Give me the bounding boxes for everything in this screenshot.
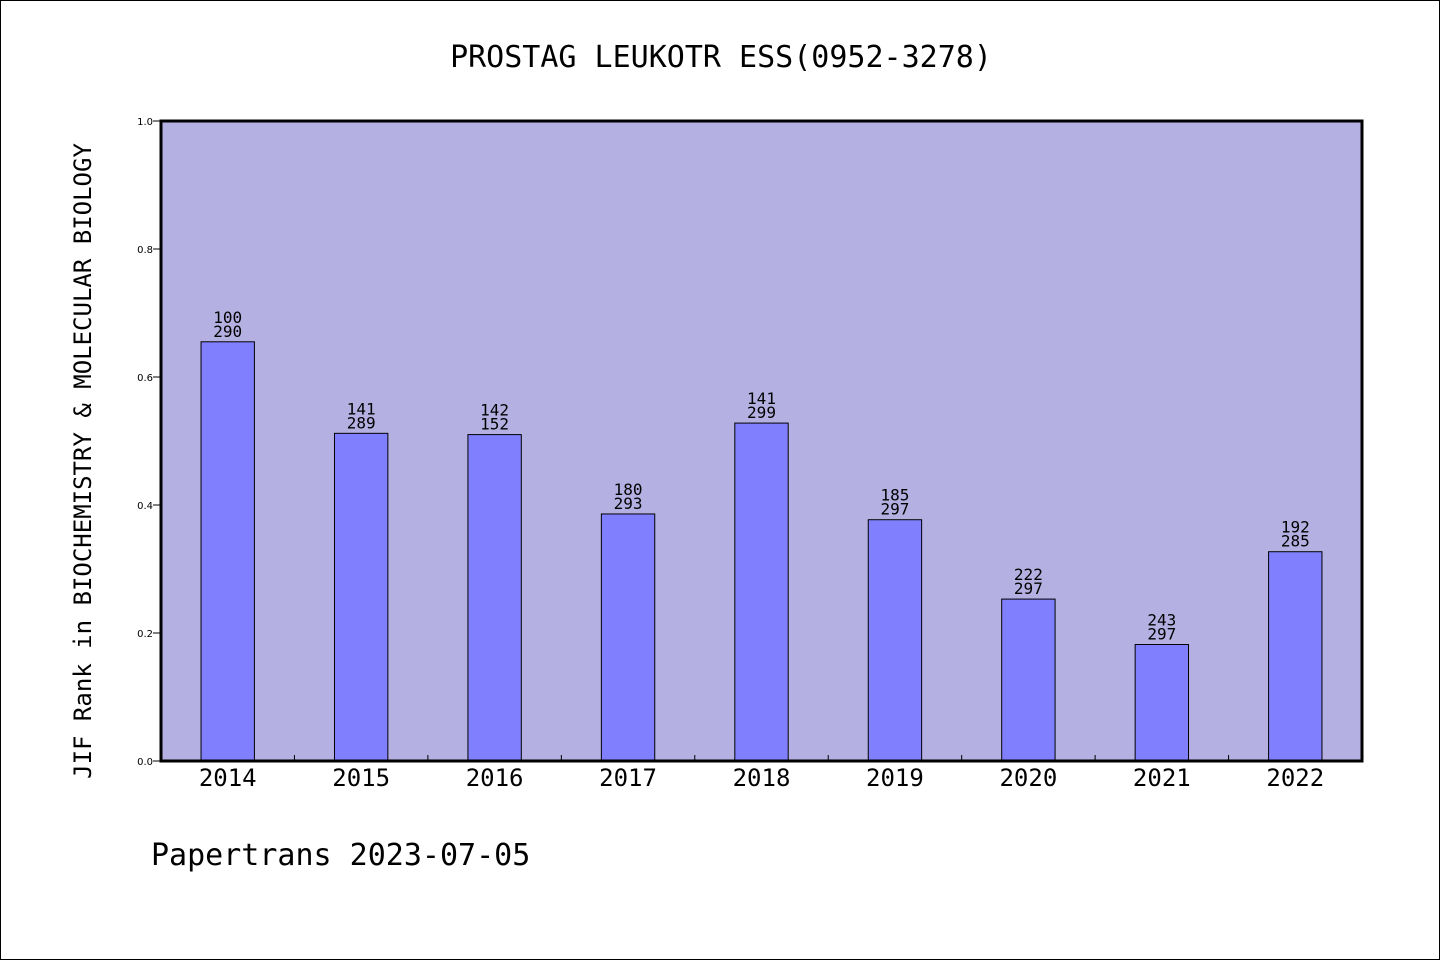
x-tick-label: 2017 xyxy=(599,764,657,792)
y-tick-label: 0.4 xyxy=(137,501,153,512)
bar-2020 xyxy=(1001,598,1056,762)
bar-rank-label: 180 xyxy=(614,480,643,499)
bar-2021 xyxy=(1134,644,1190,762)
bar-rank-label: 243 xyxy=(1147,611,1176,630)
bar-2015 xyxy=(333,432,389,762)
chart-title: PROSTAG LEUKOTR ESS(0952-3278) xyxy=(450,40,992,75)
y-tick-label: 0.2 xyxy=(137,629,153,640)
bar-total-label: 152 xyxy=(480,415,509,434)
x-tick-label: 2019 xyxy=(866,764,924,792)
bar-rank-label: 142 xyxy=(480,401,509,420)
bar-2018 xyxy=(734,422,789,762)
bar-total-label: 290 xyxy=(213,322,242,341)
x-tick-label: 2015 xyxy=(332,764,390,792)
x-tick-label: 2014 xyxy=(199,764,257,792)
bar-2014 xyxy=(200,341,255,762)
bar-rank-label: 192 xyxy=(1281,518,1310,537)
bar-total-label: 297 xyxy=(1014,579,1043,598)
y-tick-label: 0.8 xyxy=(137,245,153,256)
x-tick-label: 2021 xyxy=(1133,764,1191,792)
y-tick-label: 1.0 xyxy=(137,117,153,128)
bar-total-label: 289 xyxy=(347,413,376,432)
bar-2016 xyxy=(467,434,522,762)
bar-rank-label: 141 xyxy=(347,399,376,418)
footer-source-date: Papertrans 2023-07-05 xyxy=(151,838,530,873)
bar-rank-label: 141 xyxy=(747,389,776,408)
x-tick-label: 2020 xyxy=(999,764,1057,792)
y-axis-label: JIF Rank in BIOCHEMISTRY & MOLECULAR BIO… xyxy=(69,143,97,779)
x-tick-label: 2016 xyxy=(466,764,524,792)
bar-total-label: 297 xyxy=(1147,625,1176,644)
plot-border xyxy=(159,119,1364,763)
bar-total-label: 297 xyxy=(880,500,909,519)
bar-total-label: 293 xyxy=(614,494,643,513)
bar-2019 xyxy=(867,519,923,762)
bar-2022 xyxy=(1268,551,1323,762)
y-tick-label: 0.0 xyxy=(137,757,153,768)
bar-rank-label: 100 xyxy=(213,308,242,327)
bar-rank-label: 185 xyxy=(880,486,909,505)
bar-2017 xyxy=(600,513,656,762)
x-tick-label: 2018 xyxy=(733,764,791,792)
bar-rank-label: 222 xyxy=(1014,565,1043,584)
x-tick-label: 2022 xyxy=(1266,764,1324,792)
axis-ticks: 0.0 0.2 0.4 0.6 0.8 1.0 2014 2015 2016 2017 2018 20… xyxy=(137,117,1324,792)
bar-total-label: 285 xyxy=(1281,532,1310,551)
bar-total-label: 299 xyxy=(747,403,776,422)
bars: 1002901412891421521802931412991852972222… xyxy=(200,308,1323,762)
y-tick-label: 0.6 xyxy=(137,373,153,384)
